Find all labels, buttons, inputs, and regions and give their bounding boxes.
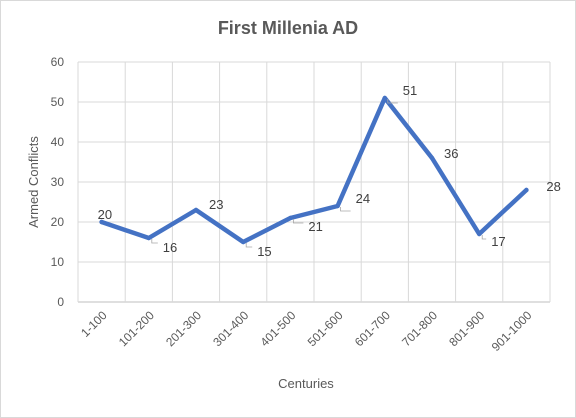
data-point bbox=[524, 187, 529, 193]
data-point bbox=[335, 203, 340, 209]
label-leader-line bbox=[151, 239, 158, 244]
x-tick-label: 601-700 bbox=[352, 308, 393, 349]
x-tick-label: 501-600 bbox=[305, 308, 346, 349]
x-axis-ticks: 1-100 101-200 201-300 301-400 401-500 501-600… bbox=[78, 308, 535, 354]
data-label: 28 bbox=[546, 179, 560, 194]
data-labels: 20 16 23 15 21 24 51 36 17 28 bbox=[98, 83, 561, 259]
y-tick-label: 20 bbox=[51, 215, 65, 229]
y-axis-ticks: 0 10 20 30 40 50 60 bbox=[51, 55, 65, 309]
label-leader-line bbox=[481, 235, 487, 240]
y-tick-label: 10 bbox=[51, 255, 65, 269]
chart-title: First Millenia AD bbox=[217, 18, 359, 38]
x-tick-label: 201-300 bbox=[163, 308, 204, 349]
x-tick-label: 301-400 bbox=[210, 308, 251, 349]
data-point bbox=[241, 239, 246, 245]
series-group bbox=[99, 95, 529, 245]
x-tick-label: 801-900 bbox=[446, 308, 487, 349]
label-leader-line bbox=[387, 99, 398, 104]
series-line bbox=[99, 95, 529, 245]
data-label: 17 bbox=[491, 234, 505, 249]
data-label: 36 bbox=[444, 146, 458, 161]
data-point bbox=[288, 215, 293, 221]
x-axis-label: Centuries bbox=[278, 376, 334, 391]
y-tick-label: 60 bbox=[51, 55, 65, 69]
data-point bbox=[99, 219, 104, 225]
y-tick-label: 30 bbox=[51, 175, 65, 189]
data-point bbox=[382, 95, 387, 101]
x-tick-label: 901-1000 bbox=[489, 308, 535, 354]
data-point bbox=[193, 207, 199, 213]
data-label: 16 bbox=[163, 240, 177, 255]
gridlines bbox=[77, 61, 551, 303]
x-tick-label: 101-200 bbox=[116, 308, 157, 349]
data-point bbox=[146, 235, 151, 241]
y-tick-label: 50 bbox=[51, 95, 65, 109]
data-point bbox=[477, 231, 482, 237]
x-tick-label: 701-800 bbox=[399, 308, 440, 349]
data-label: 20 bbox=[98, 207, 112, 222]
label-leader-line bbox=[292, 219, 304, 224]
label-leader-line bbox=[340, 207, 351, 212]
data-label: 23 bbox=[209, 197, 223, 212]
data-label: 21 bbox=[308, 219, 322, 234]
label-leader-line bbox=[245, 243, 253, 248]
data-label: 51 bbox=[403, 83, 417, 98]
data-label: 15 bbox=[257, 244, 271, 259]
y-tick-label: 40 bbox=[51, 135, 65, 149]
y-tick-label: 0 bbox=[57, 295, 64, 309]
data-point bbox=[429, 155, 435, 161]
x-tick-label: 1-100 bbox=[78, 308, 110, 340]
y-axis-label: Armed Conflicts bbox=[26, 136, 41, 228]
x-tick-label: 401-500 bbox=[257, 308, 298, 349]
data-label: 24 bbox=[356, 191, 370, 206]
